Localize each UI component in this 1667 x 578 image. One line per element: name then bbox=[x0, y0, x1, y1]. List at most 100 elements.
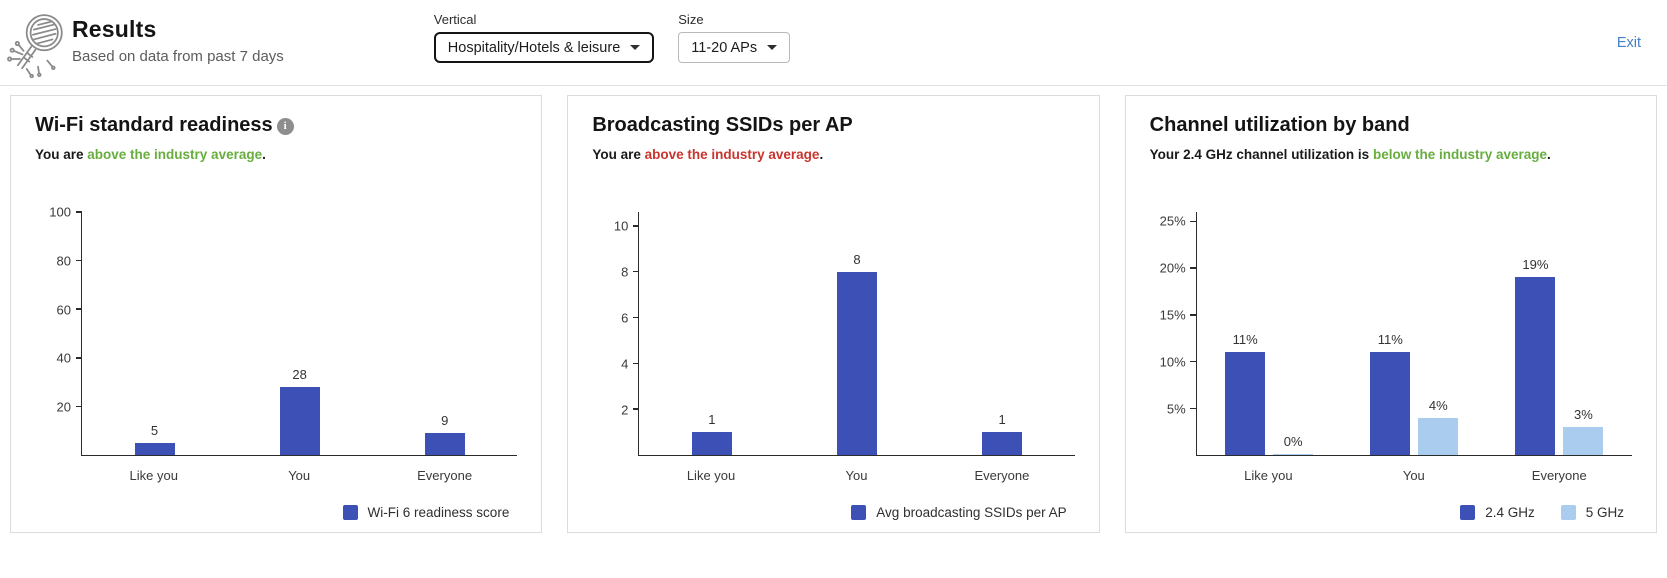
subtitle-suffix: . bbox=[262, 147, 266, 162]
bar-value-label: 1 bbox=[998, 412, 1006, 428]
bar-group: 1 bbox=[639, 212, 784, 455]
bar-column: 4% bbox=[1418, 212, 1459, 455]
subtitle-highlight: below the industry average bbox=[1372, 147, 1548, 162]
y-axis-tick-mark bbox=[75, 259, 82, 262]
bar-value-label: 28 bbox=[292, 366, 307, 382]
y-axis-tick-label: 2 bbox=[621, 402, 629, 418]
bar-group: 8 bbox=[784, 212, 929, 455]
bar-value-label: 4% bbox=[1428, 397, 1448, 413]
y-axis-tick-mark bbox=[632, 408, 639, 410]
bar-column: 19% bbox=[1515, 212, 1556, 455]
chart-legend: Wi-Fi 6 readiness score bbox=[35, 505, 517, 520]
panel-title-text: Broadcasting SSIDs per AP bbox=[592, 114, 853, 136]
bar-group: 11% 4% bbox=[1342, 212, 1487, 455]
subtitle-highlight: above the industry average bbox=[644, 147, 820, 162]
y-axis-tick-mark bbox=[75, 357, 82, 359]
y-axis-tick-mark bbox=[632, 225, 639, 227]
y-axis-tick-mark bbox=[1190, 407, 1197, 410]
charts-row: Wi-Fi standard readiness i You are above … bbox=[0, 86, 1667, 533]
y-axis-tick-label: 20% bbox=[1159, 260, 1186, 276]
y-axis-tick-label: 5% bbox=[1166, 401, 1186, 417]
exit-link[interactable]: Exit bbox=[1616, 35, 1641, 51]
panel-wifi-standard-readiness: Wi-Fi standard readiness i You are above … bbox=[10, 95, 543, 533]
page-title: Results bbox=[72, 16, 157, 42]
bar-value-label: 1 bbox=[708, 412, 716, 428]
y-axis-tick-label: 15% bbox=[1159, 307, 1186, 323]
panel-subtitle: Your 2.4 GHz channel utilization is belo… bbox=[1150, 147, 1632, 162]
bar-value-label: 11% bbox=[1377, 332, 1403, 348]
bar-value-label: 11% bbox=[1232, 332, 1258, 348]
y-axis-tick-mark bbox=[75, 308, 82, 310]
bar-value-label: 5 bbox=[150, 422, 159, 438]
size-filter-label: Size bbox=[678, 12, 704, 27]
bar bbox=[691, 432, 732, 455]
bar bbox=[1370, 352, 1411, 455]
y-axis-labels: 2 4 6 8 10 bbox=[592, 212, 638, 456]
bar bbox=[982, 432, 1023, 455]
bar-column: 3% bbox=[1563, 212, 1604, 455]
x-axis-label: Everyone bbox=[1531, 468, 1587, 483]
panel-title-text: Channel utilization by band bbox=[1149, 114, 1410, 136]
panel-broadcasting-ssids: Broadcasting SSIDs per AP You are above … bbox=[567, 95, 1100, 533]
y-axis-tick-label: 4 bbox=[621, 356, 629, 372]
broadcasting-ssids-bar-chart: 2 4 6 8 10 1 8 1 Like you You Everyone bbox=[592, 212, 1075, 483]
bar-value-label: 0% bbox=[1283, 434, 1303, 449]
subtitle-prefix: You are bbox=[592, 147, 645, 162]
legend-entry: Avg broadcasting SSIDs per AP bbox=[851, 505, 1067, 520]
bar-group: 28 bbox=[227, 212, 372, 455]
magnifier-scan-doodle-icon bbox=[7, 14, 63, 78]
chevron-down-icon bbox=[630, 45, 641, 50]
bar-column: 1 bbox=[982, 212, 1023, 455]
x-axis-label: Like you bbox=[1244, 468, 1293, 483]
y-axis-tick-mark bbox=[1190, 314, 1197, 316]
y-axis-tick-mark bbox=[1190, 220, 1197, 223]
vertical-select-value: Hospitality/Hotels & leisure bbox=[447, 39, 621, 56]
bar bbox=[1563, 426, 1604, 455]
y-axis-tick-label: 8 bbox=[621, 264, 629, 280]
bar-group: 1 bbox=[930, 212, 1075, 455]
vertical-select[interactable]: Hospitality/Hotels & leisure bbox=[433, 32, 655, 63]
bar-groups: 5 28 9 bbox=[82, 212, 517, 455]
bar-groups: 1 8 1 bbox=[639, 212, 1074, 455]
bar bbox=[134, 442, 175, 455]
bar-value-label: 3% bbox=[1574, 406, 1593, 422]
bar bbox=[279, 386, 320, 455]
y-axis-labels: 5% 10% 15% 20% 25% bbox=[1150, 212, 1196, 456]
legend-label: 2.4 GHz bbox=[1485, 505, 1535, 520]
panel-title: Channel utilization by band bbox=[1150, 112, 1632, 138]
bar-group: 19% 3% bbox=[1487, 212, 1632, 455]
plot-area: 11% 0% 11% 4% 19% 3% bbox=[1190, 212, 1632, 456]
bar-column: 1 bbox=[691, 212, 732, 455]
legend-entry: 2.4 GHz bbox=[1460, 505, 1535, 520]
x-axis-label: Everyone bbox=[417, 468, 473, 483]
y-axis-tick-mark bbox=[632, 362, 639, 365]
bar-column: 0% bbox=[1273, 212, 1314, 455]
bar-column: 11% bbox=[1225, 212, 1266, 455]
panel-title: Broadcasting SSIDs per AP bbox=[592, 112, 1074, 138]
info-icon[interactable]: i bbox=[276, 117, 294, 135]
legend-label: Wi-Fi 6 readiness score bbox=[367, 505, 510, 520]
y-axis-tick-mark bbox=[75, 405, 82, 408]
panel-title-text: Wi-Fi standard readiness bbox=[35, 114, 273, 136]
panel-channel-utilization: Channel utilization by band Your 2.4 GHz… bbox=[1124, 95, 1657, 533]
y-axis-tick-mark bbox=[1190, 267, 1197, 269]
x-axis-label: Like you bbox=[686, 468, 736, 483]
panel-subtitle: You are above the industry average. bbox=[35, 147, 517, 162]
legend-swatch bbox=[1560, 505, 1576, 520]
header: Results Based on data from past 7 days V… bbox=[0, 0, 1667, 86]
wifi-readiness-bar-chart: 20 40 60 80 100 5 28 9 Like you You Everyone bbox=[35, 205, 518, 483]
bar bbox=[1515, 277, 1556, 455]
vertical-filter: Vertical Hospitality/Hotels & leisure bbox=[433, 12, 655, 63]
bar-column: 8 bbox=[836, 212, 877, 455]
chevron-down-icon bbox=[767, 45, 778, 50]
y-axis-tick-mark bbox=[632, 316, 639, 319]
size-select[interactable]: 11-20 APs bbox=[678, 32, 791, 63]
bar bbox=[1225, 352, 1266, 455]
y-axis-tick-label: 80 bbox=[56, 253, 71, 269]
bar-column: 11% bbox=[1370, 212, 1411, 455]
y-axis-tick-label: 20 bbox=[56, 399, 71, 415]
legend-swatch bbox=[851, 505, 867, 520]
x-axis-labels: Like you You Everyone bbox=[638, 456, 1074, 483]
bar-group: 5 bbox=[82, 212, 227, 455]
x-axis-label: Everyone bbox=[974, 468, 1030, 483]
